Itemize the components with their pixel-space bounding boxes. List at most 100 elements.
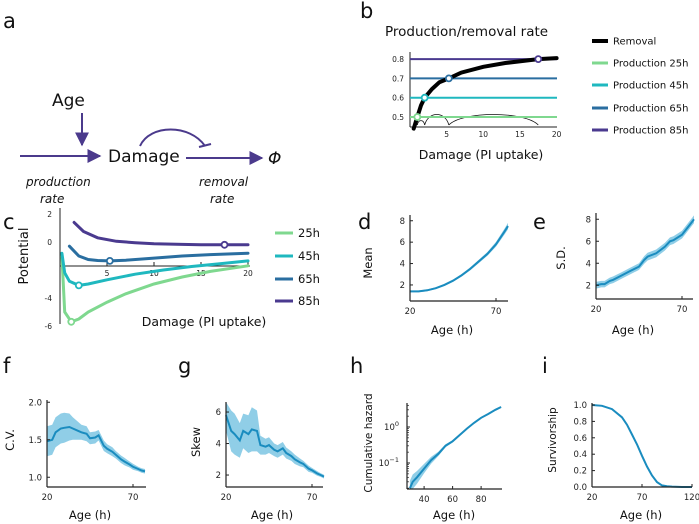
intersection-point [413, 113, 422, 121]
legend-label: 85h [298, 294, 320, 308]
y-tick-label: 0.7 [392, 74, 404, 83]
removal-label-1: removal [199, 175, 249, 189]
data-line [46, 425, 146, 473]
y-tick-label: 4 [586, 259, 591, 269]
chart-f: 20 70 2.0 1.5 1.0 C.V. Age (h) [3, 398, 146, 522]
y-tick-label: 6 [216, 408, 221, 418]
y-tick-label: 0.5 [392, 113, 404, 122]
chart-c: 5 10 15 2020-4-625h45h65h85hPotentialDamage… [17, 208, 320, 331]
data-line [408, 406, 502, 489]
confidence-band [226, 402, 324, 479]
legend-label: Production 85h [613, 126, 688, 137]
y-tick-label: 10−1 [379, 456, 399, 469]
tick-base: 10 [384, 423, 395, 433]
y-tick-label: 6 [586, 237, 591, 247]
x-axis-label: Age (h) [251, 508, 293, 522]
panel-label-a: a [3, 9, 16, 33]
removal-curve [411, 56, 559, 131]
y-tick-label: 1.0 [573, 401, 587, 411]
x-tick-label: 10 [149, 269, 159, 278]
x-tick-label: 10 [479, 130, 489, 139]
x-tick-label: 5 [105, 269, 110, 278]
y-tick-label: 2 [586, 281, 591, 291]
panel-label-c: c [3, 210, 15, 234]
legend-label: 65h [298, 272, 320, 286]
data-line [595, 218, 695, 287]
confidence-band [409, 406, 502, 489]
y-axis-label: Survivorship [547, 407, 559, 473]
x-axis-label: Age (h) [612, 323, 654, 337]
legend-label: 45h [298, 249, 320, 263]
inhibition-bar [198, 143, 212, 148]
x-tick-label: 70 [491, 307, 502, 317]
panel-label-g: g [178, 354, 191, 378]
panel-label-b: b [360, 0, 373, 23]
x-axis-label: Damage (PI uptake) [419, 147, 544, 162]
difference-arc [448, 114, 539, 126]
x-axis-label: Damage (PI uptake) [142, 314, 267, 329]
age-node: Age [52, 91, 85, 111]
y-tick-label: 0.8 [392, 55, 404, 64]
legend-label: Production 45h [613, 81, 688, 92]
chart-b: Production/removal rate 5 10 15 20 0.5 0.6 0.7 0… [385, 24, 688, 162]
minimum-point [74, 281, 83, 290]
x-tick-label: 5 [444, 130, 449, 139]
x-tick-label: 20 [221, 493, 232, 503]
y-tick-label: 0 [47, 238, 52, 247]
panel-label-f: f [3, 354, 11, 378]
intersection-point [444, 74, 453, 83]
y-tick-label: 0.4 [573, 450, 587, 460]
y-axis-label: Cumulative hazard [363, 393, 375, 492]
tick-base: 10 [379, 459, 390, 469]
x-tick-label: 20 [591, 305, 602, 315]
x-tick-label: 20 [587, 493, 598, 503]
confidence-band [592, 404, 692, 487]
removal-label-2: rate [210, 192, 234, 206]
x-tick-label: 15 [515, 130, 525, 139]
x-tick-label: 20 [552, 130, 562, 139]
legend-label: Production 65h [613, 104, 688, 115]
confidence-band [596, 215, 694, 289]
x-tick-label: 60 [447, 495, 458, 505]
x-tick-label: 70 [307, 493, 318, 503]
difference-arc [416, 120, 426, 126]
y-tick-label: 100 [384, 420, 399, 433]
y-axis-label: C.V. [3, 429, 17, 451]
data-line [591, 404, 692, 488]
y-tick-label: 2.0 [28, 398, 42, 408]
x-axis-label: Age (h) [433, 508, 475, 522]
y-tick-label: 0.0 [573, 483, 587, 493]
x-tick-label: 70 [677, 305, 688, 315]
data-line [410, 225, 509, 293]
y-axis-label: Potential [17, 228, 32, 285]
minimum-point [67, 317, 76, 326]
x-axis-label: Age (h) [620, 508, 662, 522]
x-tick-label: 80 [476, 495, 487, 505]
y-tick-label: 6 [400, 238, 405, 248]
y-tick-label: 2 [216, 471, 221, 481]
panel-label-h: h [350, 354, 363, 378]
y-tick-label: 2 [400, 281, 405, 291]
potential-curve-85h [72, 220, 250, 247]
y-tick-label: 8 [400, 217, 405, 227]
chart-i: 20 70 120 1.0 0.8 0.6 0.4 0.2 0.0 Survivorship Age… [547, 401, 699, 522]
x-axis-label: Age (h) [69, 508, 111, 522]
chart-title: Production/removal rate [385, 24, 548, 40]
intersection-point [534, 55, 543, 63]
x-tick-label: 40 [419, 495, 430, 505]
y-tick-label: 0.6 [392, 94, 404, 103]
inhibition-arc [139, 128, 206, 147]
y-axis-label: Mean [361, 247, 375, 278]
y-tick-label: 0.2 [573, 467, 587, 477]
y-tick-label: 8 [586, 215, 591, 225]
y-tick-label: -4 [45, 294, 53, 303]
intersection-point [420, 93, 429, 102]
chart-g: 20 70 6 4 2 Skew Age (h) [189, 402, 325, 522]
confidence-band [410, 222, 508, 293]
production-label-2: rate [40, 192, 64, 206]
x-tick-label: 70 [128, 493, 139, 503]
sink-node: Φ [268, 149, 281, 169]
legend-label: Production 25h [613, 59, 688, 70]
y-tick-label: 1.0 [28, 473, 42, 483]
